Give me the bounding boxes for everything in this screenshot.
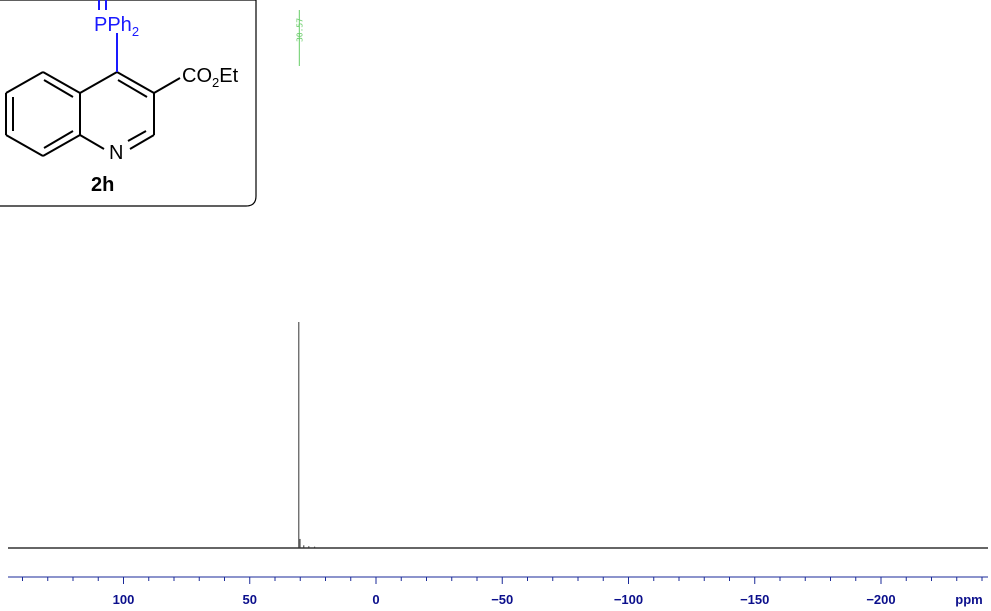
x-tick-label: −50 xyxy=(491,592,513,607)
quinoline-skeleton xyxy=(5,71,181,157)
x-axis: 100 50 0 −50 −100 −150 −200 ppm xyxy=(8,576,988,607)
peak-label-0: 30.57 xyxy=(295,18,304,42)
x-tick-label: −100 xyxy=(614,592,643,607)
x-tick-label: 0 xyxy=(372,592,379,607)
inset-frame xyxy=(0,0,257,207)
phosphorus-group-label: PPh2 xyxy=(94,14,139,39)
x-tick-label: −150 xyxy=(740,592,769,607)
x-tick-label: 50 xyxy=(243,592,257,607)
x-tick-label: 100 xyxy=(113,592,135,607)
ester-group-label: CO2Et xyxy=(182,65,239,90)
nitrogen-label: N xyxy=(109,142,123,164)
peak-label-layer: 30.57 xyxy=(295,10,304,66)
x-tick-label: −200 xyxy=(866,592,895,607)
structure-inset: PPh2 CO2Et N 2h xyxy=(0,0,257,207)
compound-label: 2h xyxy=(91,174,114,196)
x-axis-title: ppm xyxy=(955,592,982,607)
spectrum-layer xyxy=(8,322,988,549)
